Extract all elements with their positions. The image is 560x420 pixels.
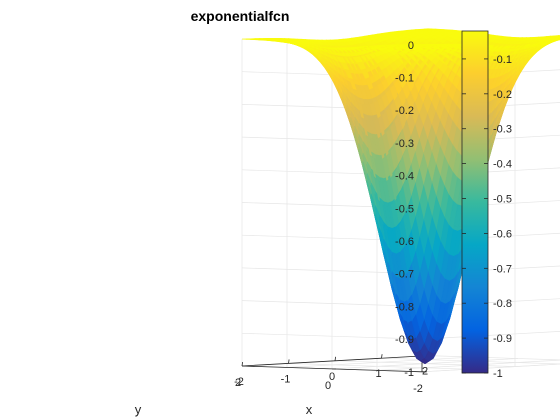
tick-labels: -1 -0.9 -0.8 -0.7 -0.6 -0.5 -0.4 -0.3 -0.2 -0.1 0 -… xyxy=(234,40,428,395)
x-tick-label: 2 xyxy=(422,366,428,378)
x-tick-label: 1 xyxy=(375,368,381,380)
x-tick-label: -1 xyxy=(281,373,291,385)
z-tick-label: -1 xyxy=(404,367,414,379)
colorbar-tick-label: -0.8 xyxy=(493,298,512,310)
colorbar-tick-label: -0.7 xyxy=(493,263,512,275)
x-tick-mark xyxy=(334,356,336,361)
surface-patch xyxy=(554,35,560,38)
colorbar-tick-label: -1 xyxy=(493,368,503,380)
colorbar-tick-label: -0.1 xyxy=(493,54,512,66)
z-tick-label: -0.3 xyxy=(395,138,414,150)
z-tick-label: 0 xyxy=(408,40,414,52)
y-tick-label: 2 xyxy=(235,377,241,389)
z-tick-label: -0.2 xyxy=(395,105,414,117)
y-axis-label: y xyxy=(135,402,142,417)
z-tick-label: -0.8 xyxy=(395,301,414,313)
y-grid-line-floor xyxy=(421,363,560,373)
z-tick-label: -0.4 xyxy=(395,171,414,183)
x-tick-mark xyxy=(288,359,290,364)
y-tick-label: -2 xyxy=(413,383,423,395)
colorbar-tick-label: -0.2 xyxy=(493,89,512,101)
y-grid-line-floor xyxy=(286,356,474,368)
z-tick-label: -0.7 xyxy=(395,269,414,281)
chart-title: exponentialfcn xyxy=(191,8,290,24)
x-tick-label: 0 xyxy=(329,371,335,383)
z-tick-label: -0.9 xyxy=(395,334,414,346)
z-tick-label: -0.5 xyxy=(395,203,414,215)
colorbar-tick-label: -0.5 xyxy=(493,194,512,206)
colorbar-tick-label: -0.6 xyxy=(493,228,512,240)
y-tick-label: 0 xyxy=(325,380,331,392)
colorbar-ticks: -1 -0.9 -0.8 -0.7 -0.6 -0.5 -0.4 -0.3 -0.2 -0.1 xyxy=(462,54,512,380)
z-tick-label: -0.1 xyxy=(395,73,414,85)
x-tick-label: -2 xyxy=(234,376,244,388)
z-tick-label: -0.6 xyxy=(395,236,414,248)
colorbar-tick-label: -0.3 xyxy=(493,124,512,136)
surface-patch xyxy=(558,35,560,37)
x-axis-label: x xyxy=(306,402,313,417)
colorbar: -1 -0.9 -0.8 -0.7 -0.6 -0.5 -0.4 -0.3 -0.2 -0.1 xyxy=(461,30,512,380)
x-tick-mark xyxy=(381,354,383,359)
colorbar-tick-label: -0.4 xyxy=(493,159,512,171)
colorbar-tick-label: -0.9 xyxy=(493,333,512,345)
colorbar-gradient xyxy=(461,30,489,374)
x-tick-mark xyxy=(241,361,243,367)
